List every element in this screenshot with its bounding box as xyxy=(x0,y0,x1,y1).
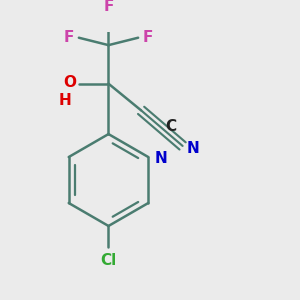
Text: N: N xyxy=(155,151,168,166)
Text: H: H xyxy=(58,93,71,108)
Text: F: F xyxy=(64,30,74,45)
Text: N: N xyxy=(186,141,199,156)
Text: C: C xyxy=(165,119,176,134)
Text: Cl: Cl xyxy=(100,253,117,268)
Text: F: F xyxy=(103,0,114,14)
Text: F: F xyxy=(142,30,153,45)
Text: O: O xyxy=(64,75,76,90)
